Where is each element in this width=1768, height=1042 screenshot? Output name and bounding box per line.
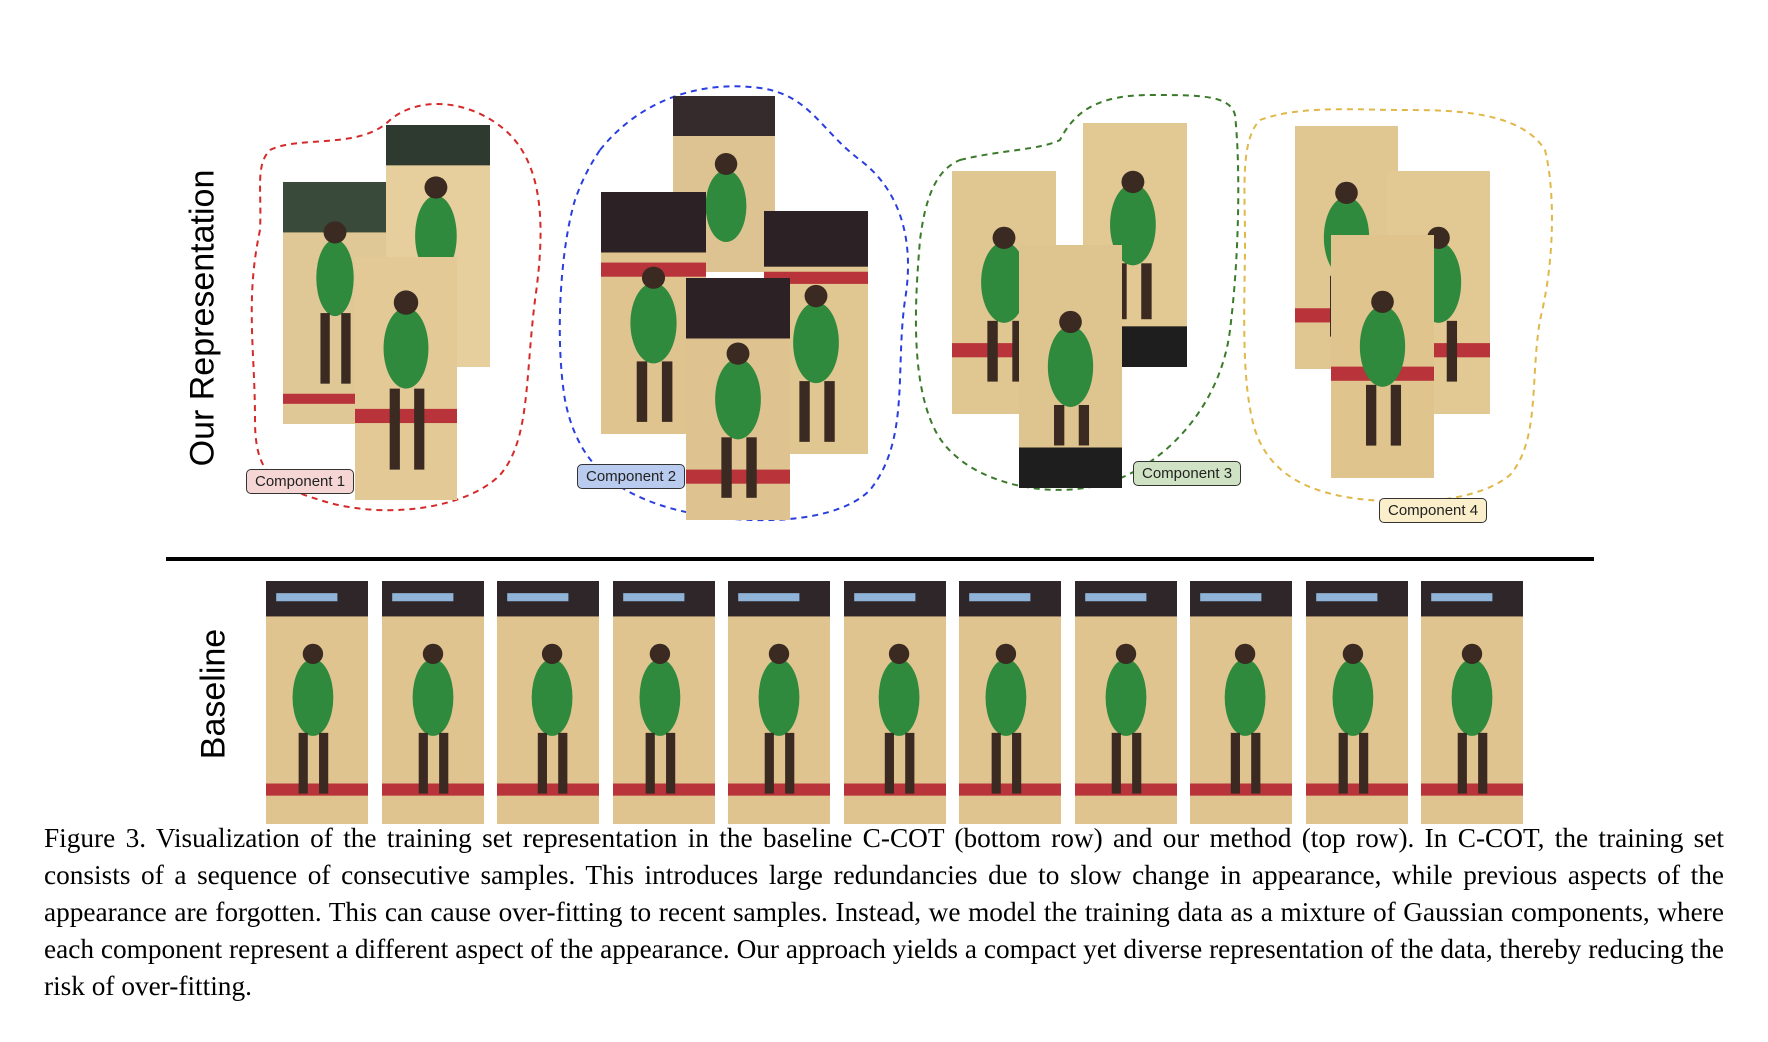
- component-4-tag: Component 4: [1379, 498, 1487, 523]
- component-4-patch: [1331, 235, 1434, 478]
- baseline-frame: [1075, 581, 1177, 824]
- baseline-frame: [1306, 581, 1408, 824]
- figure: Our Representation Baseline: [0, 0, 1768, 830]
- component-3-tag: Component 3: [1133, 461, 1241, 486]
- baseline-frame: [844, 581, 946, 824]
- baseline-frame: [1421, 581, 1523, 824]
- component-1-patch: [355, 257, 457, 500]
- baseline-frame: [728, 581, 830, 824]
- component-2-patch: [686, 278, 790, 520]
- component-3-patch: [1019, 245, 1122, 488]
- baseline-frame: [959, 581, 1061, 824]
- component-2-tag: Component 2: [577, 464, 685, 489]
- baseline-frame: [613, 581, 715, 824]
- baseline-frame: [497, 581, 599, 824]
- baseline-frame: [1190, 581, 1292, 824]
- bottom-row-label: Baseline: [195, 629, 234, 759]
- baseline-frame: [266, 581, 368, 824]
- figure-caption: Figure 3. Visualization of the training …: [44, 820, 1724, 1005]
- baseline-frame: [382, 581, 484, 824]
- row-divider: [166, 557, 1594, 561]
- component-1-tag: Component 1: [246, 469, 354, 494]
